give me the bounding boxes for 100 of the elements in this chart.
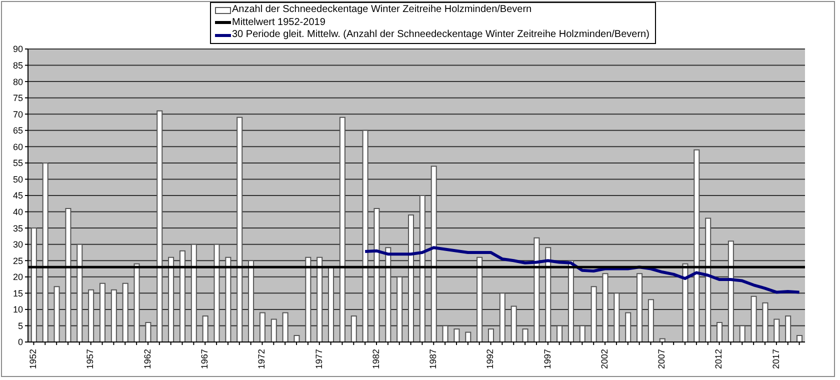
bar <box>648 299 654 342</box>
x-tick-label: 1972 <box>256 349 267 370</box>
x-tick-label: 1962 <box>142 349 152 370</box>
bar <box>236 116 243 342</box>
x-tick-label: 1997 <box>542 349 552 370</box>
bar <box>430 166 437 342</box>
bar <box>614 292 620 342</box>
bar <box>122 282 128 342</box>
y-tick-label: 50 <box>12 174 23 184</box>
bar <box>739 325 746 342</box>
bar <box>214 244 220 342</box>
bar <box>556 325 563 342</box>
x-tick-label: 1987 <box>428 349 438 370</box>
bar <box>190 244 197 342</box>
x-tick-label: 2012 <box>714 349 724 370</box>
bar <box>248 260 254 342</box>
y-tick-label: 15 <box>12 288 23 298</box>
y-tick-label: 20 <box>12 272 23 282</box>
y-tick-label: 5 <box>18 320 23 331</box>
bar <box>350 315 357 342</box>
bar <box>705 218 712 342</box>
bar <box>602 273 608 342</box>
bar <box>156 110 163 342</box>
bar <box>488 328 494 342</box>
y-tick-label: 90 <box>12 44 23 54</box>
bar <box>408 214 414 342</box>
y-tick-label: 80 <box>12 76 23 87</box>
bar <box>54 286 60 342</box>
y-tick-label: 70 <box>12 109 23 120</box>
bar <box>694 149 700 342</box>
bar <box>636 273 643 342</box>
y-tick-label: 75 <box>12 93 23 104</box>
bar <box>454 328 460 342</box>
bar <box>270 318 277 342</box>
x-tick-label: 1957 <box>85 349 96 370</box>
y-tick-label: 0 <box>18 337 23 348</box>
x-tick-label: 1952 <box>28 349 38 370</box>
bar <box>419 195 426 342</box>
y-tick-label: 40 <box>12 206 23 217</box>
bar <box>259 312 266 342</box>
bar <box>42 162 48 342</box>
y-tick-label: 35 <box>12 223 23 234</box>
bar <box>65 208 72 342</box>
line-series <box>364 246 801 294</box>
x-tick-label: 2007 <box>656 349 667 370</box>
bar <box>476 256 483 342</box>
bar <box>545 247 552 342</box>
bar <box>510 306 517 342</box>
bar <box>796 334 802 342</box>
bar <box>30 228 37 342</box>
bar <box>579 325 586 342</box>
y-tick-label: 55 <box>12 158 23 168</box>
bar <box>682 263 688 342</box>
bar <box>396 276 403 342</box>
bar <box>362 130 368 342</box>
bar <box>522 328 528 342</box>
bar <box>305 256 312 342</box>
bar <box>659 338 666 342</box>
y-tick-label: 25 <box>12 256 23 266</box>
bar <box>282 312 288 342</box>
bar <box>145 322 152 342</box>
bar <box>328 266 334 342</box>
bar <box>442 325 448 342</box>
bar <box>774 318 780 342</box>
bar <box>728 240 734 342</box>
bar <box>385 247 392 342</box>
y-tick-label: 45 <box>12 190 23 201</box>
bar <box>625 312 632 342</box>
x-tick-label: 1977 <box>314 349 324 370</box>
bar <box>134 263 140 342</box>
y-tick-label: 85 <box>12 60 23 70</box>
bar <box>202 315 208 342</box>
y-tick-label: 30 <box>12 240 23 250</box>
bar <box>762 302 768 342</box>
bar <box>534 237 540 342</box>
bar <box>590 286 597 342</box>
y-tick-label: 10 <box>12 304 23 315</box>
legend-label: Mittelwert 1952-2019 <box>232 16 326 29</box>
bar <box>716 322 723 342</box>
x-tick-label: 2017 <box>770 349 781 370</box>
y-tick-label: 60 <box>12 142 23 152</box>
bar <box>88 289 94 342</box>
x-tick-label: 1982 <box>370 349 381 370</box>
bar <box>225 256 232 342</box>
x-tick-label: 2002 <box>599 349 610 370</box>
bar <box>785 315 792 342</box>
bar <box>316 256 323 342</box>
bar <box>750 296 757 342</box>
y-tick-label: 65 <box>12 126 23 136</box>
x-tick-label: 1992 <box>485 349 496 370</box>
legend-label: 30 Periode gleit. Mittelw. (Anzahl der Schneedeckentage Winter Zeitreihe Holzminden/Bevern) <box>232 29 650 42</box>
bar <box>339 116 346 342</box>
bar <box>179 250 186 342</box>
bar <box>99 282 106 342</box>
bar <box>499 292 506 342</box>
bar <box>374 208 380 342</box>
bar <box>76 244 83 342</box>
bar <box>465 332 472 342</box>
bar <box>294 334 300 342</box>
bar <box>168 256 174 342</box>
